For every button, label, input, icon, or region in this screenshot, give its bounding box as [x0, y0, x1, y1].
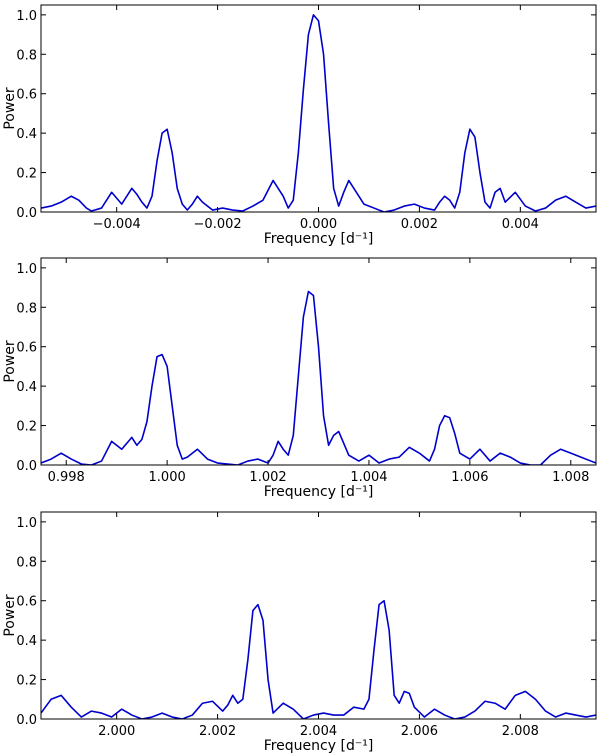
y-tick-label: 0.0 — [16, 206, 37, 221]
y-tick-label: 0.2 — [16, 674, 37, 689]
y-tick-label: 0.8 — [16, 555, 37, 570]
plot-frame — [40, 4, 597, 213]
chart-panel-2: 0.998 1.000 1.002 1.004 1.006 1.008 0.0 0.2 0.4 0… — [2, 257, 597, 500]
x-axis-label: Frequency [d⁻¹] — [264, 484, 374, 500]
y-tick-label: 0.6 — [16, 341, 37, 356]
chart-panel-1: −0.004 −0.002 0.000 0.002 0.004 0.0 0.2 0.4 0.6 0… — [2, 4, 597, 247]
x-tick-label: 0.000 — [300, 217, 337, 232]
x-tick-label: 1.004 — [350, 470, 387, 485]
y-axis-label: Power — [2, 594, 18, 637]
y-tick-label: 0.0 — [16, 713, 37, 728]
series-line — [41, 290, 596, 465]
y-tick-label: 0.2 — [16, 420, 37, 435]
x-tick-label: 2.000 — [98, 724, 135, 739]
y-tick-label: 1.0 — [16, 516, 37, 531]
x-tick-label: 1.008 — [552, 470, 589, 485]
y-tick-label: 0.4 — [16, 127, 37, 142]
y-tick-label: 1.0 — [16, 9, 37, 24]
x-tick-label: 1.006 — [451, 470, 488, 485]
x-tick-label: 1.002 — [249, 470, 286, 485]
y-tick-label: 0.4 — [16, 380, 37, 395]
plot-frame — [40, 257, 597, 466]
x-tick-label: 0.998 — [48, 470, 85, 485]
x-tick-label: −0.002 — [194, 217, 242, 232]
x-axis-label: Frequency [d⁻¹] — [264, 231, 374, 247]
x-tick-label: 2.004 — [300, 724, 337, 739]
plot-frame — [40, 511, 597, 720]
x-tick-label: 0.004 — [502, 217, 539, 232]
series-line — [41, 14, 596, 212]
y-tick-label: 0.2 — [16, 167, 37, 182]
y-tick-label: 0.8 — [16, 301, 37, 316]
y-tick-label: 0.6 — [16, 88, 37, 103]
x-tick-label: 1.000 — [149, 470, 186, 485]
x-tick-label: −0.004 — [93, 217, 141, 232]
x-tick-label: 0.002 — [401, 217, 438, 232]
series-line — [41, 599, 596, 719]
chart-panel-3: 2.000 2.002 2.004 2.006 2.008 0.0 0.2 0.4 0.6 0.8… — [2, 511, 597, 754]
y-axis-label: Power — [2, 87, 18, 130]
x-tick-label: 2.006 — [401, 724, 438, 739]
y-tick-label: 1.0 — [16, 262, 37, 277]
y-tick-label: 0.8 — [16, 48, 37, 63]
x-tick-label: 2.002 — [199, 724, 236, 739]
x-tick-label: 2.008 — [502, 724, 539, 739]
x-axis-label: Frequency [d⁻¹] — [264, 738, 374, 754]
y-tick-label: 0.4 — [16, 634, 37, 649]
y-tick-label: 0.0 — [16, 459, 37, 474]
y-tick-label: 0.6 — [16, 595, 37, 610]
y-axis-label: Power — [2, 340, 18, 383]
